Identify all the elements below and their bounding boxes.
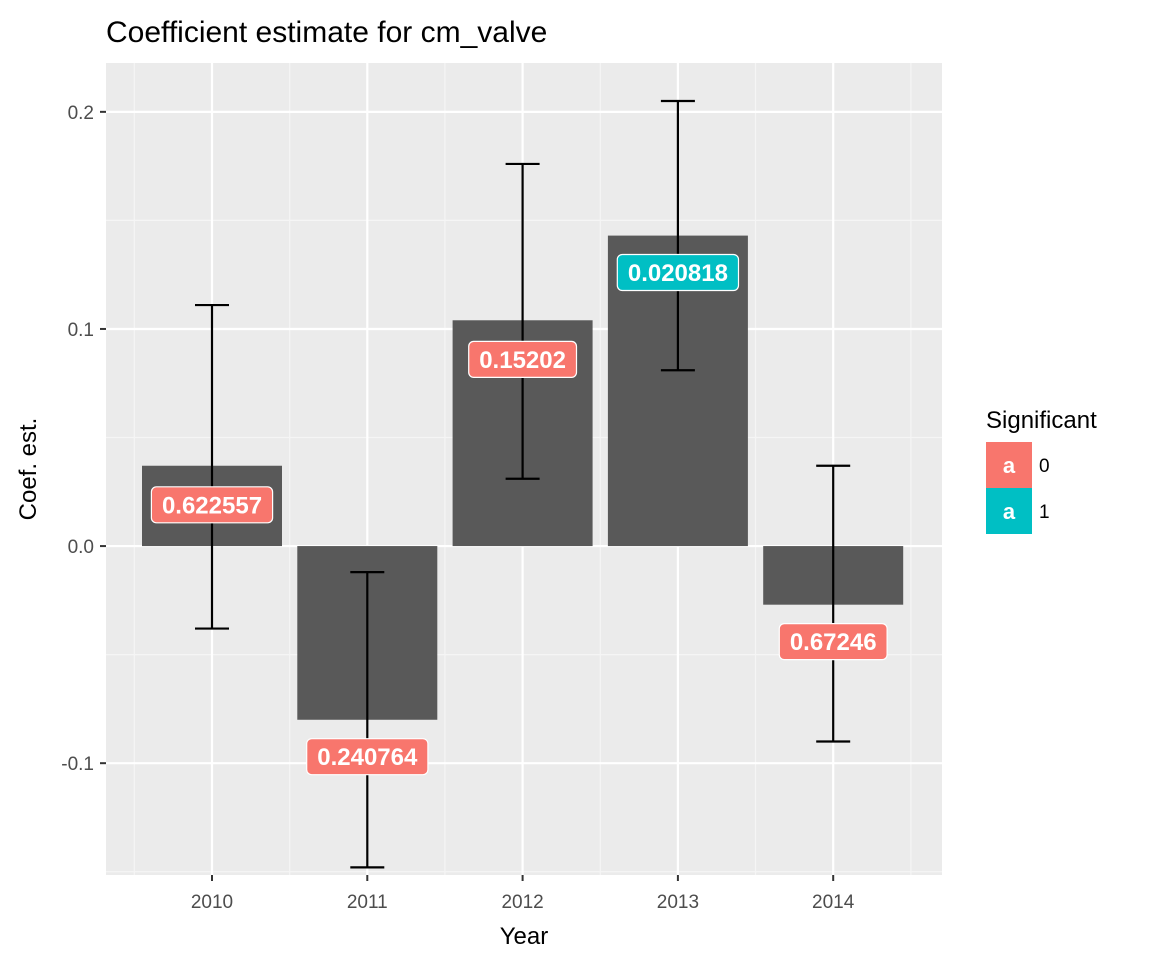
data-label-2012: 0.15202 bbox=[468, 340, 578, 378]
x-tick-label: 2013 bbox=[657, 892, 699, 913]
chart-title: Coefficient estimate for cm_valve bbox=[106, 16, 547, 49]
data-label-2010: 0.622557 bbox=[150, 486, 274, 524]
svg-text:0.622557: 0.622557 bbox=[162, 492, 262, 519]
svg-text:0.15202: 0.15202 bbox=[479, 347, 566, 374]
svg-text:a: a bbox=[1003, 499, 1016, 524]
svg-text:0.67246: 0.67246 bbox=[790, 629, 877, 656]
error-bar-2012 bbox=[505, 162, 540, 480]
error-bar-2014 bbox=[816, 464, 851, 743]
x-tick-label: 2011 bbox=[347, 892, 388, 913]
x-tick-label: 2010 bbox=[191, 892, 233, 913]
y-tick-label: 0.1 bbox=[68, 320, 94, 341]
legend: Significant a 0a 1 bbox=[986, 407, 1097, 534]
y-tick-label: 0.2 bbox=[68, 103, 94, 124]
data-label-2013: 0.020818 bbox=[616, 253, 740, 292]
error-bars bbox=[195, 99, 851, 869]
legend-label-1: 1 bbox=[1039, 502, 1050, 523]
x-axis: 2010 2011 2012 2013 2014 bbox=[191, 875, 855, 913]
svg-text:0.240764: 0.240764 bbox=[317, 744, 418, 771]
x-tick-label: 2014 bbox=[812, 892, 855, 913]
legend-key-1 bbox=[986, 488, 1032, 534]
error-bar-2010 bbox=[195, 303, 229, 630]
data-labels: 0.622557 0.240764 0.15202 0.020818 0.67246 bbox=[150, 253, 888, 776]
svg-text:a: a bbox=[1003, 453, 1016, 478]
x-axis-title: Year bbox=[500, 923, 549, 950]
svg-text:0.020818: 0.020818 bbox=[628, 260, 728, 287]
error-bar-2011 bbox=[350, 571, 385, 869]
error-bar-2013 bbox=[660, 99, 695, 372]
legend-title: Significant bbox=[986, 407, 1097, 434]
x-tick-label: 2012 bbox=[501, 892, 543, 913]
legend-key-0 bbox=[986, 442, 1032, 488]
data-label-2014: 0.67246 bbox=[778, 623, 888, 661]
y-tick-label: -0.1 bbox=[61, 754, 94, 775]
y-axis: -0.1 0.0 0.1 0.2 bbox=[61, 103, 106, 775]
y-axis-title: Coef. est. bbox=[15, 418, 42, 521]
y-tick-label: 0.0 bbox=[68, 537, 94, 558]
data-label-2011: 0.240764 bbox=[306, 738, 429, 776]
legend-label-0: 0 bbox=[1039, 456, 1050, 477]
